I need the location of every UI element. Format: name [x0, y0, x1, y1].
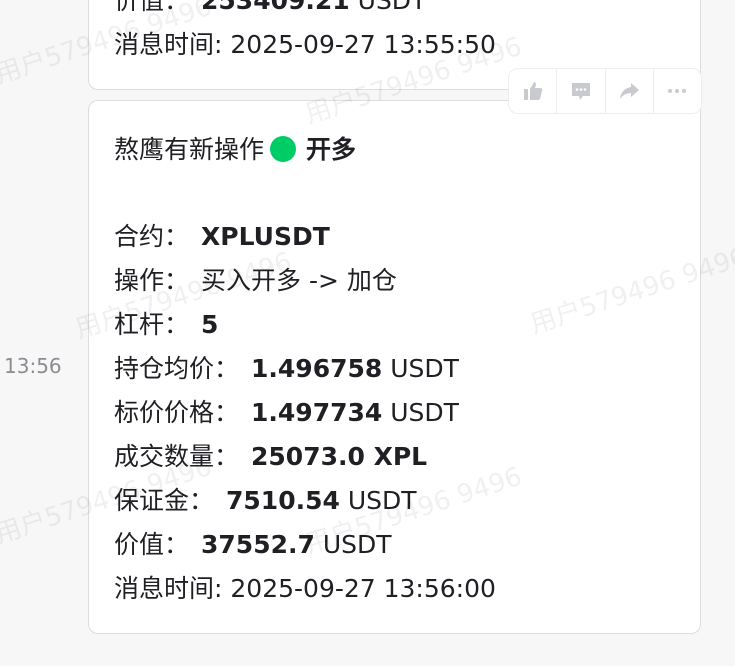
more-icon[interactable] [654, 69, 701, 113]
field-row: 合约： XPLUSDT [114, 215, 330, 259]
field-unit: USDT [390, 398, 459, 427]
field-label: 价值： [114, 0, 190, 15]
thumbs-up-icon[interactable] [509, 69, 558, 113]
message-toolbar [508, 68, 702, 114]
message-time-row: 消息时间: 2025-09-27 13:55:50 [114, 23, 496, 67]
field-value: 5 [201, 310, 219, 339]
field-value: 1.497734 [251, 398, 383, 427]
share-icon[interactable] [606, 69, 654, 113]
field-row: 操作： 买入开多 -> 加仓 [114, 259, 397, 303]
time-value: 2025-09-27 13:56:00 [230, 574, 496, 603]
field-value: XPLUSDT [201, 222, 330, 251]
time-label: 消息时间: [114, 574, 223, 603]
message-header: 熬鹰有新操作 开多 [114, 128, 356, 172]
field-label: 价值： [114, 530, 190, 559]
field-unit: USDT [390, 354, 459, 383]
field-label: 操作： [114, 266, 190, 295]
field-label: 标价价格： [114, 398, 240, 427]
field-label: 保证金： [114, 486, 215, 515]
value-row: 价值： 253409.21 USDT [114, 0, 426, 23]
status-dot-icon [270, 136, 297, 162]
field-value: 1.496758 [251, 354, 383, 383]
field-row: 价值： 37552.7 USDT [114, 523, 392, 567]
field-row: 成交数量： 25073.0 XPL [114, 435, 427, 479]
action-label: 开多 [306, 135, 357, 164]
field-label: 杠杆： [114, 310, 190, 339]
message-sent-time: 13:56 [4, 354, 62, 378]
field-value: 37552.7 [201, 530, 315, 559]
field-label: 成交数量： [114, 442, 240, 471]
field-label: 合约： [114, 222, 190, 251]
message-time-row: 消息时间: 2025-09-27 13:56:00 [114, 567, 496, 611]
field-unit: USDT [347, 486, 417, 515]
field-unit: USDT [357, 0, 427, 15]
field-value: 买入开多 -> 加仓 [201, 266, 397, 295]
time-value: 2025-09-27 13:55:50 [230, 30, 496, 59]
field-value: 253409.21 [201, 0, 350, 15]
field-row: 持仓均价： 1.496758 USDT [114, 347, 459, 391]
message-card: 熬鹰有新操作 开多 合约： XPLUSDT 操作： 买入开多 -> 加仓 杠杆： 5 持仓均价… [88, 100, 701, 634]
field-row: 保证金： 7510.54 USDT [114, 479, 417, 523]
field-row: 标价价格： 1.497734 USDT [114, 391, 459, 435]
message-title: 熬鹰有新操作 [114, 135, 265, 164]
field-row: 杠杆： 5 [114, 303, 218, 347]
comment-icon[interactable] [557, 69, 606, 113]
field-unit: USDT [322, 530, 392, 559]
field-label: 持仓均价： [114, 354, 240, 383]
field-value: 7510.54 [226, 486, 340, 515]
field-value: 25073.0 XPL [251, 442, 428, 471]
time-label: 消息时间: [114, 30, 223, 59]
previous-message-card: 价值： 253409.21 USDT 消息时间: 2025-09-27 13:55… [88, 0, 701, 90]
